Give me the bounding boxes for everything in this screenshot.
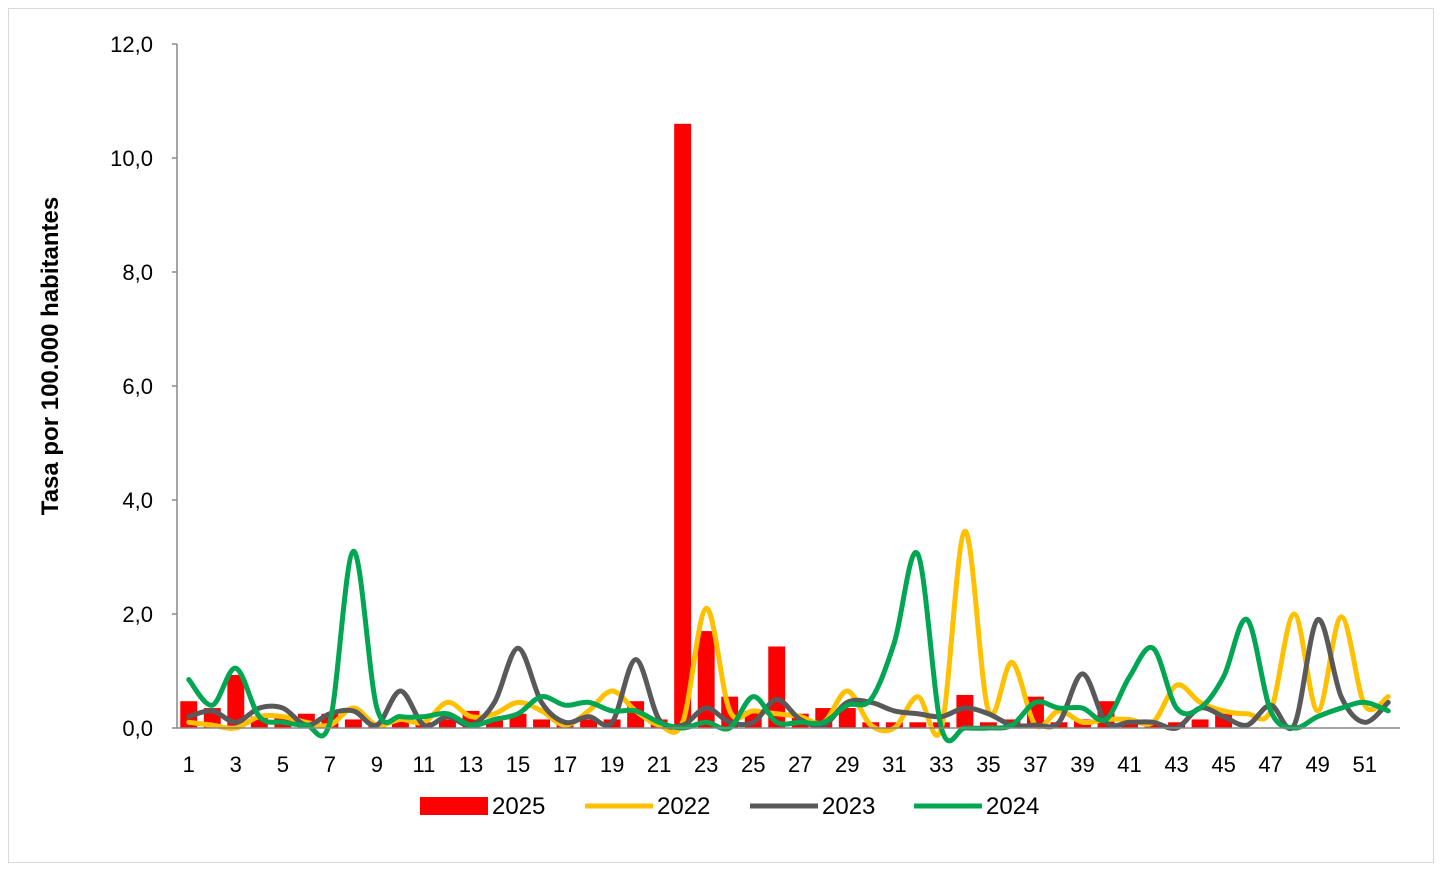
- x-tick-label: 35: [976, 752, 1000, 777]
- x-tick-label: 19: [600, 752, 624, 777]
- legend-label-2022: 2022: [657, 793, 710, 820]
- bar-2025-week-18: [580, 719, 598, 728]
- x-tick-label: 29: [835, 752, 859, 777]
- x-tick-label: 11: [413, 752, 436, 777]
- y-axis-title: Tasa por 100.000 habitantes: [37, 197, 64, 515]
- legend-label-2023: 2023: [822, 793, 875, 820]
- bar-2025-week-16: [533, 719, 551, 728]
- x-tick-label: 13: [459, 752, 483, 777]
- x-tick-label: 15: [506, 752, 530, 777]
- x-tick-label: 47: [1258, 752, 1282, 777]
- x-tick-label: 5: [277, 752, 289, 777]
- x-tick-label: 33: [929, 752, 953, 777]
- x-tick-label: 9: [371, 752, 383, 777]
- bars-layer: [180, 123, 1233, 729]
- x-tick-label: 7: [324, 752, 336, 777]
- x-tick-label: 45: [1211, 752, 1235, 777]
- bar-2025-week-43: [1168, 722, 1186, 728]
- y-tick-label: 10,0: [110, 146, 153, 171]
- x-tick-label: 17: [553, 752, 577, 777]
- x-tick-label: 49: [1305, 752, 1329, 777]
- bar-2025-week-35: [979, 722, 997, 728]
- y-tick-label: 2,0: [122, 602, 153, 627]
- x-tick-label: 25: [741, 752, 765, 777]
- x-tick-label: 21: [647, 752, 671, 777]
- y-tick-label: 8,0: [122, 260, 153, 285]
- x-tick-label: 31: [882, 752, 906, 777]
- bar-2025-week-44: [1191, 719, 1209, 728]
- x-tick-label: 51: [1352, 752, 1376, 777]
- x-tick-label: 39: [1070, 752, 1094, 777]
- y-tick-label: 4,0: [122, 488, 153, 513]
- bar-2025-week-41: [1121, 722, 1138, 728]
- bar-2025-week-12: [439, 719, 456, 728]
- line-2024: [186, 548, 1391, 744]
- bar-2025-week-23: [697, 631, 715, 728]
- bar-2025-week-29: [838, 708, 856, 728]
- bar-2025-week-8: [344, 719, 362, 728]
- x-tick-label: 37: [1023, 752, 1047, 777]
- bar-2025-week-10: [391, 719, 409, 728]
- legend-label-2025: 2025: [492, 793, 545, 820]
- legend: 2025 2022 2023 2024: [420, 793, 1039, 820]
- y-tick-label: 12,0: [110, 32, 153, 57]
- y-tick-label: 6,0: [122, 374, 153, 399]
- bar-2025-week-26: [768, 646, 786, 728]
- bar-2025-week-32: [909, 722, 927, 728]
- bar-2025-week-4: [250, 716, 268, 728]
- legend-label-2024: 2024: [986, 793, 1039, 820]
- x-tick-label: 27: [788, 752, 812, 777]
- legend-swatch-2025: [420, 797, 488, 815]
- x-tick-label: 1: [183, 752, 195, 777]
- lines-layer: [186, 528, 1391, 744]
- bar-2025-week-14: [486, 719, 503, 728]
- bar-2025-week-3: [227, 674, 245, 728]
- x-tick-label: 3: [230, 752, 242, 777]
- bar-2025-week-34: [956, 694, 974, 728]
- bar-2025-week-22: [674, 123, 692, 729]
- x-tick-label: 41: [1117, 752, 1141, 777]
- x-tick-label: 43: [1164, 752, 1188, 777]
- axes-layer: 0,02,04,06,08,010,012,01 3 5 7 9 11 13 15 17 19 21…: [110, 32, 1400, 777]
- y-tick-label: 0,0: [122, 716, 153, 741]
- x-tick-label: 23: [694, 752, 718, 777]
